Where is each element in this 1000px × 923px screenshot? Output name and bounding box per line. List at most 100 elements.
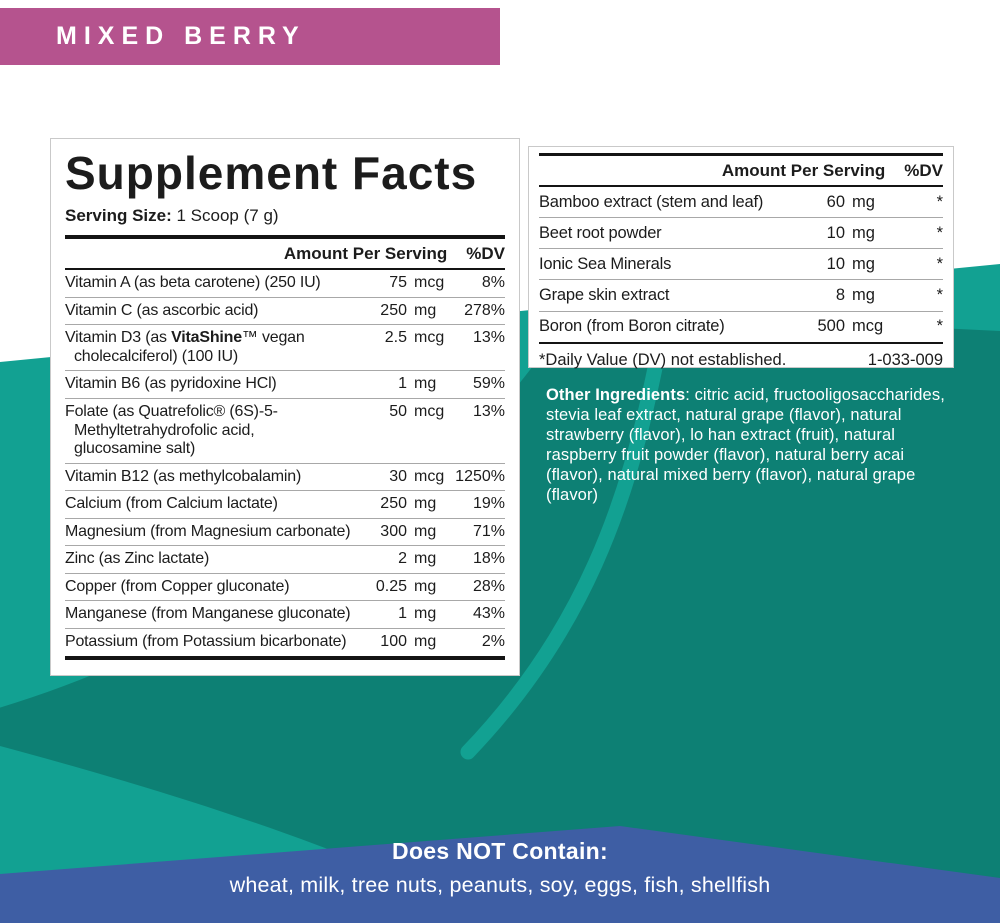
- table-row: Bamboo extract (stem and leaf) 60 mg *: [539, 187, 943, 217]
- ingredient-unit: mg: [414, 301, 437, 319]
- ingredient-dv: 13%: [472, 329, 505, 347]
- footnote-row: *Daily Value (DV) not established. 1-033…: [539, 344, 943, 370]
- ingredient-unit: mg: [852, 192, 875, 211]
- table-row: Vitamin B6 (as pyridoxine HCl) 1 mg 59%: [65, 370, 505, 398]
- ingredient-name: Beet root powder: [539, 223, 662, 242]
- table-row: Beet root powder 10 mg *: [539, 217, 943, 248]
- ingredient-unit: mg: [414, 522, 437, 540]
- table-row: Zinc (as Zinc lactate) 2 mg 18%: [65, 545, 505, 573]
- ingredient-name: Potassium (from Potassium bicarbonate): [65, 632, 347, 650]
- ingredient-dv: 59%: [472, 375, 505, 393]
- table-row: Vitamin B12 (as methylcobalamin) 30 mcg …: [65, 462, 505, 491]
- ingredient-amount: 10: [826, 254, 845, 273]
- column-amount-label: Amount Per Serving: [721, 161, 886, 180]
- table-row: Boron (from Boron citrate) 500 mcg *: [539, 310, 943, 342]
- extra-ingredients-panel: Amount Per Serving %DV Bamboo extract (s…: [528, 146, 954, 370]
- ingredient-amount: 250: [380, 301, 407, 319]
- ingredient-name: Manganese (from Manganese gluconate): [65, 605, 351, 623]
- divider: [539, 185, 943, 187]
- divider: [65, 655, 505, 660]
- ingredient-amount: 300: [380, 522, 407, 540]
- table-row: Vitamin A (as beta carotene) (250 IU) 75…: [65, 270, 505, 297]
- serving-size-label: Serving Size:: [65, 206, 172, 226]
- ingredient-dv: *: [936, 254, 943, 273]
- column-dv-label: %DV: [466, 244, 505, 264]
- table-row: Manganese (from Manganese gluconate) 1 m…: [65, 600, 505, 628]
- ingredient-unit: mg: [414, 605, 437, 623]
- ingredient-unit: mg: [852, 285, 875, 304]
- column-amount-label: Amount Per Serving: [283, 244, 448, 264]
- table-row: Vitamin C (as ascorbic acid) 250 mg 278%: [65, 296, 505, 325]
- table-row: Ionic Sea Minerals 10 mg *: [539, 248, 943, 279]
- other-ingredients: Other Ingredients: citric acid, fructool…: [546, 386, 945, 504]
- ingredient-amount: 500: [817, 317, 845, 335]
- table-row: Folate (as Quatrefolic® (6S)-5- Methylte…: [65, 398, 505, 463]
- ingredient-dv: 19%: [472, 495, 505, 513]
- ingredient-amount: 1: [398, 375, 407, 393]
- ingredient-amount: 60: [826, 192, 845, 211]
- table-row: Calcium (from Calcium lactate) 250 mg 19…: [65, 490, 505, 518]
- ingredient-name: Folate (as Quatrefolic® (6S)-5- Methylte…: [65, 403, 278, 458]
- ingredient-name: Vitamin D3 (as VitaShine™ vegan cholecal…: [65, 329, 305, 365]
- table-row: Magnesium (from Magnesium carbonate) 300…: [65, 517, 505, 546]
- ingredient-dv: *: [936, 192, 943, 211]
- ingredient-name: Ionic Sea Minerals: [539, 254, 672, 273]
- flavor-banner-label: MIXED BERRY: [56, 22, 306, 50]
- nutrient-table-body: Vitamin A (as beta carotene) (250 IU) 75…: [65, 270, 505, 655]
- ingredient-amount: 8: [835, 285, 845, 304]
- ingredient-amount: 10: [826, 223, 845, 242]
- flavor-banner: MIXED BERRY: [0, 8, 500, 65]
- ingredient-amount: 2: [398, 550, 407, 568]
- lot-code: 1-033-009: [867, 350, 943, 369]
- ingredient-amount: 30: [389, 467, 407, 485]
- ingredient-unit: mg: [414, 495, 437, 513]
- ingredient-amount: 100: [380, 632, 407, 650]
- ingredient-unit: mg: [414, 577, 437, 595]
- ingredient-amount: 1: [398, 605, 407, 623]
- ingredient-unit: mg: [414, 375, 437, 393]
- serving-size-value: 1 Scoop (7 g): [176, 206, 279, 226]
- panel-title: Supplement Facts: [65, 147, 478, 199]
- ingredient-amount: 75: [389, 274, 407, 292]
- ingredient-dv: 28%: [472, 577, 505, 595]
- ingredient-unit: mcg: [414, 403, 445, 421]
- ingredient-dv: 278%: [464, 301, 505, 319]
- does-not-contain-items: wheat, milk, tree nuts, peanuts, soy, eg…: [229, 873, 771, 897]
- ingredient-name: Vitamin B12 (as methylcobalamin): [65, 467, 302, 485]
- daily-value-footnote: *Daily Value (DV) not established.: [539, 350, 787, 369]
- does-not-contain-title: Does NOT Contain:: [392, 838, 608, 864]
- ingredient-name: Boron (from Boron citrate): [539, 317, 725, 335]
- ingredient-dv: 13%: [472, 403, 505, 421]
- table-row: Potassium (from Potassium bicarbonate) 1…: [65, 627, 505, 656]
- divider: [539, 341, 943, 344]
- divider: [539, 153, 943, 156]
- ingredient-dv: 71%: [472, 522, 505, 540]
- table-header: Amount Per Serving %DV: [539, 156, 943, 185]
- ingredient-name: Calcium (from Calcium lactate): [65, 495, 278, 513]
- ingredient-amount: 50: [389, 403, 407, 421]
- ingredient-name: Bamboo extract (stem and leaf): [539, 192, 764, 211]
- ingredient-name: Copper (from Copper gluconate): [65, 577, 290, 595]
- ingredient-name: Vitamin C (as ascorbic acid): [65, 301, 259, 319]
- light-swoosh-accent: [460, 360, 663, 760]
- table-row: Grape skin extract 8 mg *: [539, 279, 943, 310]
- ingredient-name: Vitamin B6 (as pyridoxine HCl): [65, 375, 277, 393]
- ingredient-name: Grape skin extract: [539, 285, 670, 304]
- serving-size: Serving Size: 1 Scoop (7 g): [65, 206, 505, 226]
- divider: [65, 235, 505, 240]
- ingredient-dv: *: [936, 223, 943, 242]
- ingredient-unit: mg: [414, 550, 437, 568]
- ingredient-unit: mg: [414, 632, 437, 650]
- divider: [65, 268, 505, 271]
- ingredient-unit: mcg: [414, 274, 445, 292]
- supplement-facts-panel: Supplement Facts Serving Size: 1 Scoop (…: [50, 138, 520, 676]
- column-dv-label: %DV: [904, 161, 943, 180]
- ingredient-unit: mcg: [852, 317, 884, 335]
- extras-table-body: Bamboo extract (stem and leaf) 60 mg * B…: [539, 187, 943, 342]
- ingredient-dv: *: [936, 285, 943, 304]
- ingredient-amount: 250: [380, 495, 407, 513]
- table-row: Copper (from Copper gluconate) 0.25 mg 2…: [65, 572, 505, 601]
- table-header: Amount Per Serving %DV: [65, 239, 505, 268]
- ingredient-unit: mcg: [414, 329, 445, 347]
- table-row: Vitamin D3 (as VitaShine™ vegan cholecal…: [65, 324, 505, 370]
